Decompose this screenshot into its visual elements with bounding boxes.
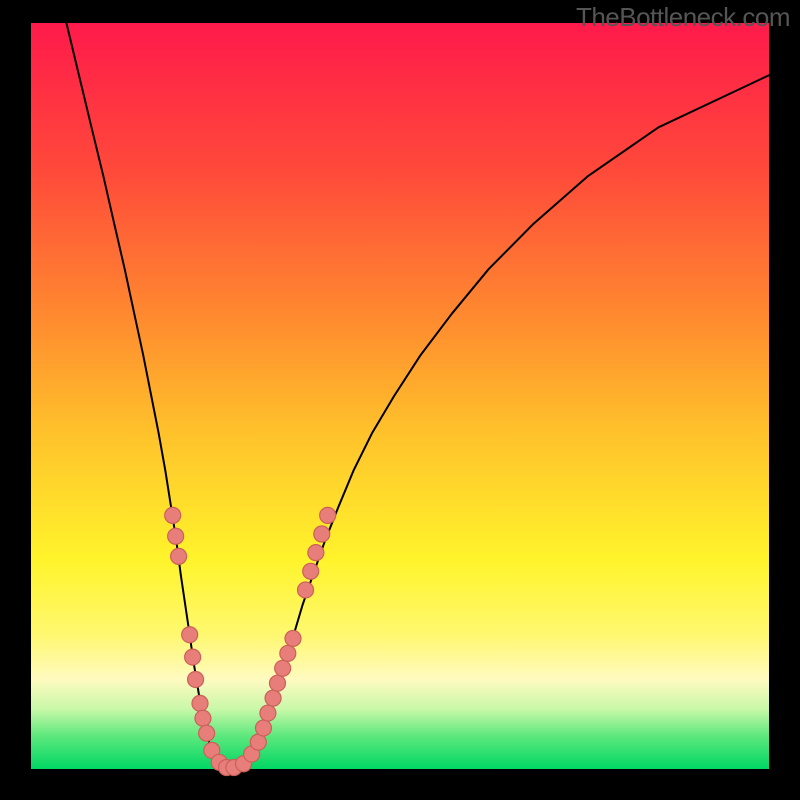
data-marker	[298, 582, 314, 598]
data-marker	[320, 507, 336, 523]
plot-gradient-background	[31, 23, 769, 769]
data-marker	[192, 695, 208, 711]
data-marker	[185, 649, 201, 665]
data-marker	[199, 725, 215, 741]
watermark-text: TheBottleneck.com	[576, 2, 790, 33]
data-marker	[303, 563, 319, 579]
chart-root: TheBottleneck.com	[0, 0, 800, 800]
data-marker	[171, 548, 187, 564]
data-marker	[260, 705, 276, 721]
data-marker	[165, 507, 181, 523]
data-marker	[188, 671, 204, 687]
data-marker	[314, 526, 330, 542]
data-marker	[255, 720, 271, 736]
data-marker	[195, 710, 211, 726]
data-marker	[275, 660, 291, 676]
data-marker	[168, 528, 184, 544]
data-marker	[280, 645, 296, 661]
data-marker	[285, 630, 301, 646]
data-marker	[269, 675, 285, 691]
bottleneck-plot-svg	[0, 0, 800, 800]
data-marker	[182, 627, 198, 643]
data-marker	[308, 545, 324, 561]
data-marker	[265, 690, 281, 706]
